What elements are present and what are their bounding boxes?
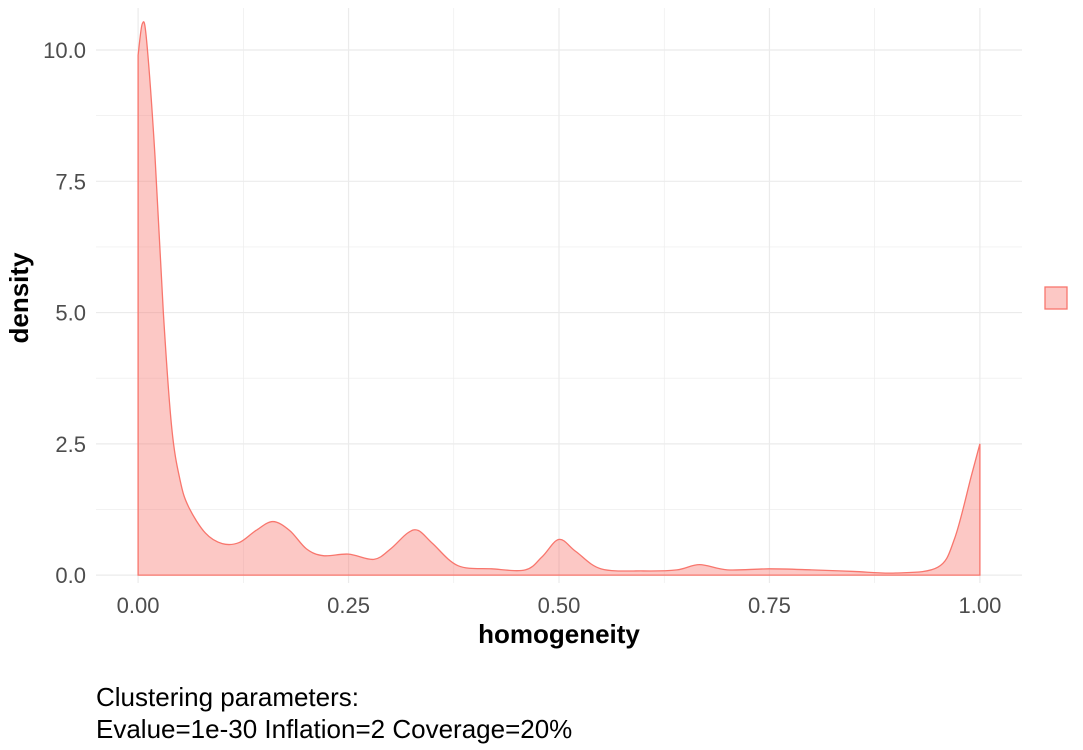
caption-clustering-parameters: Clustering parameters:	[96, 682, 359, 712]
x-axis-tick-labels: 0.00 0.25 0.50 0.75 1.00	[117, 593, 1002, 618]
caption-parameter-values: Evalue=1e-30 Inflation=2 Coverage=20%	[96, 714, 573, 744]
legend-key-swatch	[1044, 286, 1068, 310]
major-gridlines	[96, 8, 1022, 583]
y-tick-label: 5.0	[55, 301, 86, 326]
x-axis-title: homogeneity	[478, 619, 640, 649]
y-axis-title: density	[4, 252, 34, 344]
y-tick-label: 7.5	[55, 169, 86, 194]
density-chart: 0.00 0.25 0.50 0.75 1.00 0.0 2.5 5.0 7.5 10.0 ho…	[4, 8, 1068, 649]
y-tick-label: 10.0	[43, 38, 86, 63]
x-tick-label: 0.50	[538, 593, 581, 618]
x-tick-label: 1.00	[958, 593, 1001, 618]
x-tick-label: 0.25	[327, 593, 370, 618]
y-tick-label: 2.5	[55, 432, 86, 457]
y-tick-label: 0.0	[55, 563, 86, 588]
x-tick-label: 0.75	[748, 593, 791, 618]
density-series	[137, 21, 981, 576]
density-line	[137, 21, 981, 576]
x-tick-label: 0.00	[117, 593, 160, 618]
legend	[1044, 286, 1068, 310]
y-axis-tick-labels: 0.0 2.5 5.0 7.5 10.0	[43, 38, 86, 588]
